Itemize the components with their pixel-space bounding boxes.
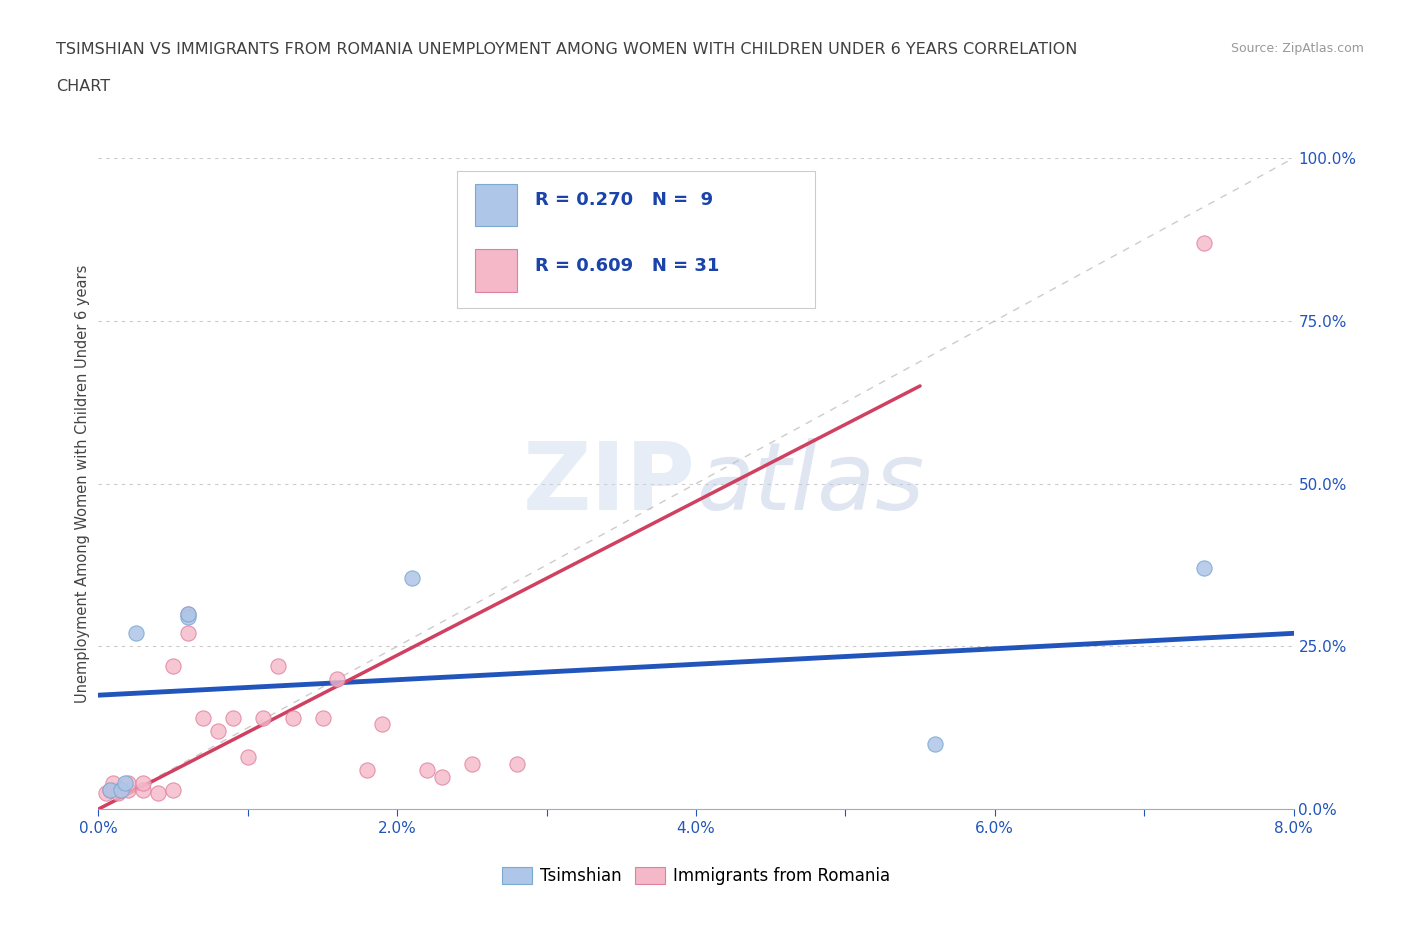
Text: TSIMSHIAN VS IMMIGRANTS FROM ROMANIA UNEMPLOYMENT AMONG WOMEN WITH CHILDREN UNDE: TSIMSHIAN VS IMMIGRANTS FROM ROMANIA UNE… [56, 42, 1077, 57]
Point [191, 711, 214, 725]
Point [125, 626, 148, 641]
FancyBboxPatch shape [475, 249, 517, 292]
Point [110, 782, 132, 797]
Point [177, 606, 200, 621]
Text: atlas: atlas [696, 438, 924, 529]
Point [326, 671, 349, 686]
Text: CHART: CHART [56, 79, 110, 94]
Point [117, 776, 139, 790]
Point [177, 606, 200, 621]
Point [103, 776, 125, 790]
Point [114, 776, 136, 790]
Text: Source: ZipAtlas.com: Source: ZipAtlas.com [1230, 42, 1364, 55]
Point [416, 763, 439, 777]
Point [103, 782, 125, 797]
Point [177, 626, 200, 641]
Legend: Tsimshian, Immigrants from Romania: Tsimshian, Immigrants from Romania [495, 860, 897, 892]
Point [461, 756, 484, 771]
Point [1192, 235, 1215, 250]
Point [924, 737, 946, 751]
Point [267, 658, 290, 673]
Point [98, 782, 122, 797]
Point [371, 717, 394, 732]
Point [1192, 561, 1215, 576]
Point [401, 570, 423, 586]
Point [207, 724, 229, 738]
Point [506, 756, 529, 771]
Point [110, 782, 132, 797]
Y-axis label: Unemployment Among Women with Children Under 6 years: Unemployment Among Women with Children U… [75, 264, 90, 703]
Point [94, 785, 117, 800]
FancyBboxPatch shape [475, 184, 517, 227]
Point [356, 763, 378, 777]
Point [222, 711, 245, 725]
FancyBboxPatch shape [457, 171, 815, 308]
Point [162, 782, 184, 797]
Point [107, 785, 129, 800]
Text: ZIP: ZIP [523, 438, 696, 529]
Point [148, 785, 170, 800]
Point [177, 610, 200, 625]
Point [252, 711, 274, 725]
Text: R = 0.609   N = 31: R = 0.609 N = 31 [534, 257, 718, 274]
Text: R = 0.270   N =  9: R = 0.270 N = 9 [534, 192, 713, 209]
Point [132, 776, 155, 790]
Point [98, 782, 122, 797]
Point [430, 769, 453, 784]
Point [236, 750, 259, 764]
Point [311, 711, 333, 725]
Point [281, 711, 304, 725]
Point [162, 658, 184, 673]
Point [132, 782, 155, 797]
Point [117, 782, 139, 797]
